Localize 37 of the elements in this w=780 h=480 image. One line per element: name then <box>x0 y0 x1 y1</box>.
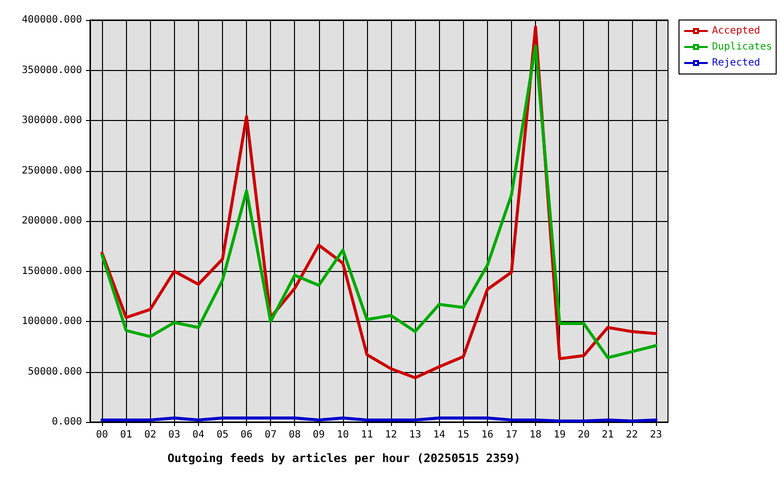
y-tick-label: 0.000 <box>52 416 82 428</box>
y-tick-label: 100000.000 <box>22 316 82 327</box>
x-tick-label: 09 <box>312 430 325 440</box>
legend-label: Duplicates <box>712 42 772 52</box>
x-tick-label: 00 <box>96 430 108 440</box>
x-tick-label: 02 <box>144 430 156 440</box>
y-tick-label: 250000.000 <box>22 165 82 176</box>
legend-label: Rejected <box>712 58 760 68</box>
x-tick-label: 07 <box>264 430 277 440</box>
y-tick-label: 50000.000 <box>28 366 82 378</box>
x-tick-label: 11 <box>360 430 373 440</box>
x-tick-label: 21 <box>602 430 614 440</box>
x-tick-label: 12 <box>385 430 398 440</box>
x-tick-label: 03 <box>168 430 180 440</box>
legend-label: Accepted <box>712 26 760 36</box>
x-tick-label: 23 <box>650 430 662 440</box>
x-axis-title: Outgoing feeds by articles per hour (20250515 2359) <box>167 451 521 465</box>
x-tick-label: 14 <box>433 430 446 440</box>
x-tick-label: 08 <box>288 430 301 440</box>
x-tick-label: 05 <box>216 430 228 440</box>
x-tick-label: 16 <box>481 430 494 440</box>
x-tick-label: 10 <box>336 430 349 440</box>
x-tick-label: 13 <box>409 430 422 440</box>
x-tick-label: 06 <box>240 430 253 440</box>
x-tick-label: 01 <box>120 430 132 440</box>
x-tick-label: 22 <box>626 430 638 440</box>
x-tick-label: 18 <box>530 430 542 440</box>
x-tick-label: 04 <box>192 430 204 440</box>
y-tick-label: 150000.000 <box>22 266 82 277</box>
y-tick-label: 300000.000 <box>22 115 82 126</box>
x-tick-label: 19 <box>554 430 566 440</box>
y-tick-label: 350000.000 <box>22 64 82 76</box>
x-tick-label: 17 <box>505 430 518 440</box>
x-tick-label: 20 <box>578 430 590 440</box>
x-tick-label: 15 <box>457 430 470 440</box>
y-tick-label: 200000.000 <box>22 216 82 226</box>
y-tick-label: 400000.000 <box>22 14 82 26</box>
